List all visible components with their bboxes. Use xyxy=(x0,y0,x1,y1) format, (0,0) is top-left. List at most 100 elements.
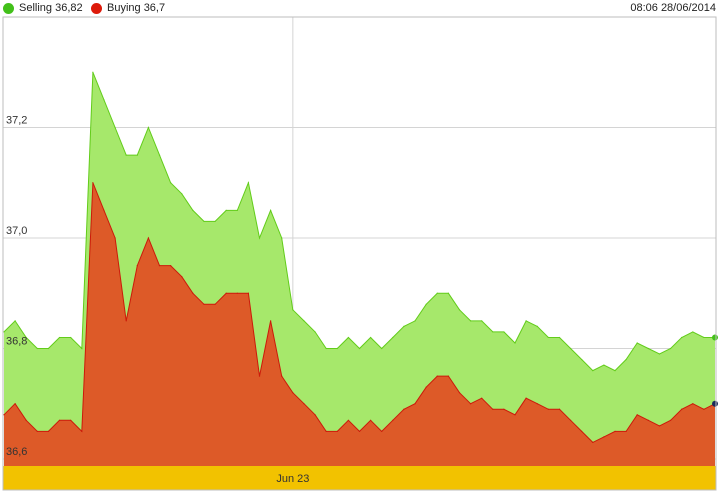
buying-point xyxy=(92,182,94,184)
timestamp: 08:06 28/06/2014 xyxy=(630,2,716,14)
selling-point xyxy=(358,347,361,350)
buying-point xyxy=(203,303,205,305)
selling-point xyxy=(336,347,338,350)
selling-point xyxy=(158,154,161,156)
buying-point xyxy=(481,397,483,399)
buying-point xyxy=(358,430,361,432)
selling-point xyxy=(503,331,505,333)
selling-point xyxy=(47,347,50,350)
buying-point xyxy=(236,292,238,294)
buying-point xyxy=(469,403,472,405)
plot-frame xyxy=(2,16,717,491)
buying-point xyxy=(292,392,294,394)
selling-point xyxy=(703,336,705,339)
buying-point xyxy=(181,276,183,278)
buying-point xyxy=(614,430,616,432)
buying-point xyxy=(658,425,661,427)
buying-point xyxy=(381,430,383,432)
selling-point xyxy=(214,220,216,223)
selling-point xyxy=(581,358,583,361)
buying-point xyxy=(3,414,5,416)
buying-point xyxy=(603,436,605,438)
selling-point xyxy=(625,358,627,361)
buying-point xyxy=(125,320,127,322)
selling-point xyxy=(603,364,605,366)
selling-point xyxy=(547,336,549,339)
selling-point xyxy=(514,342,516,344)
buying-point xyxy=(414,403,416,405)
buying-point xyxy=(192,292,194,294)
buying-point xyxy=(392,419,394,421)
selling-point xyxy=(347,336,349,339)
buying-point xyxy=(14,403,16,405)
buying-point xyxy=(370,419,372,421)
buying-point xyxy=(214,303,216,305)
buying-point xyxy=(436,375,438,377)
y-tick-labels: 37,2 37,0 36,8 36,6 xyxy=(6,115,27,459)
selling-point xyxy=(669,347,672,350)
selling-point xyxy=(292,309,294,311)
buying-point xyxy=(514,414,516,416)
selling-point xyxy=(114,126,116,129)
selling-point xyxy=(281,237,283,239)
selling-point xyxy=(403,325,405,327)
y-tick-label: 37,0 xyxy=(6,225,27,237)
selling-point xyxy=(203,220,205,223)
selling-point xyxy=(636,342,638,344)
selling-point xyxy=(136,154,138,156)
selling-point xyxy=(36,347,38,350)
buying-point xyxy=(347,419,349,421)
selling-point xyxy=(492,331,494,333)
selling-point xyxy=(469,320,472,322)
selling-point xyxy=(414,320,416,322)
selling-point xyxy=(481,320,483,322)
selling-point xyxy=(436,292,438,294)
buying-point xyxy=(25,419,27,421)
buying-point xyxy=(703,408,705,410)
selling-point xyxy=(14,320,16,322)
selling-point xyxy=(381,347,383,350)
selling-point xyxy=(81,347,83,350)
buying-point xyxy=(581,430,583,432)
buying-point xyxy=(225,292,227,294)
legend-item-buying[interactable]: Buying 36,7 xyxy=(91,0,165,16)
buying-point xyxy=(58,419,61,421)
legend-item-selling[interactable]: Selling 36,82 xyxy=(3,0,83,16)
selling-point xyxy=(325,347,327,350)
y-tick-label: 36,8 xyxy=(6,336,27,348)
buying-point xyxy=(692,403,694,405)
selling-legend-label: Selling 36,82 xyxy=(19,2,83,14)
x-tick-label: Jun 23 xyxy=(276,473,309,485)
buying-point xyxy=(425,386,427,388)
buying-point xyxy=(47,430,50,432)
y-tick-label: 37,2 xyxy=(6,115,27,127)
buying-point xyxy=(458,392,461,394)
buying-point xyxy=(536,403,538,405)
selling-point xyxy=(247,182,250,184)
buying-legend-label: Buying 36,7 xyxy=(107,2,166,14)
buying-point xyxy=(314,414,316,416)
buying-point xyxy=(403,408,405,410)
buying-point xyxy=(558,408,561,410)
y-tick-label: 36,6 xyxy=(6,446,27,458)
buying-point xyxy=(36,430,38,432)
selling-point xyxy=(125,154,127,156)
selling-legend-dot-icon xyxy=(3,2,14,14)
buying-point xyxy=(70,419,72,421)
data-points xyxy=(3,71,718,444)
selling-point xyxy=(712,334,718,341)
selling-point xyxy=(258,237,261,239)
selling-point xyxy=(103,99,105,101)
selling-point xyxy=(225,209,227,211)
buying-point xyxy=(325,430,327,432)
selling-point xyxy=(236,209,238,211)
selling-point xyxy=(425,303,427,305)
selling-point xyxy=(192,209,194,211)
selling-point xyxy=(370,336,372,339)
selling-point xyxy=(70,336,72,339)
selling-point xyxy=(170,182,172,184)
selling-point xyxy=(614,370,616,372)
selling-point xyxy=(92,71,94,73)
selling-point xyxy=(525,320,527,322)
buying-point xyxy=(158,265,161,267)
